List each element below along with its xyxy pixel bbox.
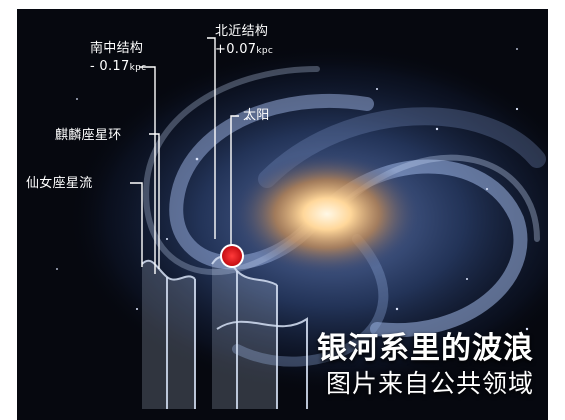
north-offset-label: +0.07kpc xyxy=(215,43,273,58)
leader-lines xyxy=(130,37,239,274)
wave-sheet xyxy=(142,256,277,409)
galaxy-image-frame: 南中结构 - 0.17kpc 北近结构 +0.07kpc 麒麟座星环 太阳 仙女… xyxy=(17,9,548,420)
south-offset-value: - 0.17 xyxy=(90,59,130,74)
south-offset-unit: kpc xyxy=(129,63,147,73)
star-field xyxy=(56,48,529,331)
south-offset-label: - 0.17kpc xyxy=(90,60,146,75)
north-offset-unit: kpc xyxy=(256,46,274,56)
south-structure-label: 南中结构 xyxy=(90,41,144,56)
wave-ribbons xyxy=(141,255,308,409)
sun-marker-dot xyxy=(222,246,242,266)
sun-label: 太阳 xyxy=(243,108,270,123)
north-structure-label: 北近结构 xyxy=(215,24,269,39)
andromeda-stream-label: 仙女座星流 xyxy=(26,176,93,191)
galactic-core xyxy=(232,152,422,276)
caption-credit: 图片来自公共领域 xyxy=(325,369,534,398)
north-offset-value: +0.07 xyxy=(215,42,257,57)
milky-way-illustration xyxy=(56,37,548,409)
monoceros-ring-label: 麒麟座星环 xyxy=(55,128,122,143)
caption-title: 银河系里的波浪 xyxy=(317,331,534,366)
